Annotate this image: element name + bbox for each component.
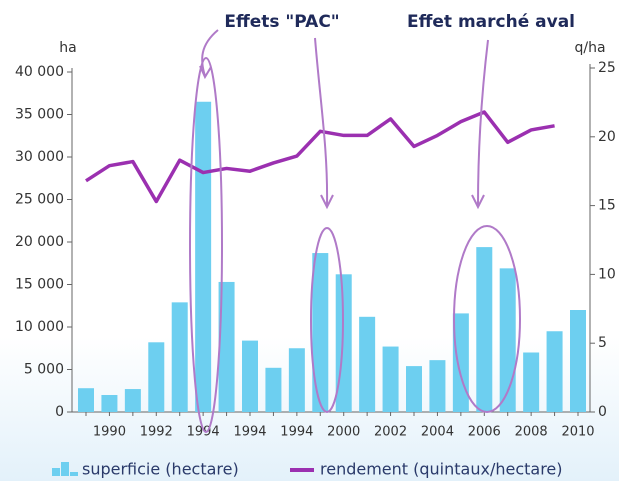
y2-tick-label: 10 (598, 266, 616, 282)
bar (382, 346, 399, 412)
y-tick-label: 35 000 (15, 107, 64, 123)
bar (101, 395, 118, 412)
y2-tick-label: 20 (598, 129, 616, 145)
legend-label: rendement (quintaux/hectare) (320, 460, 563, 479)
x-tick-label: 2002 (374, 425, 407, 440)
x-tick-label: 1992 (140, 425, 173, 440)
y-axis-label: ha (59, 40, 76, 56)
arrow (314, 37, 329, 206)
y2-tick-label: 15 (598, 198, 616, 214)
bar (148, 342, 165, 412)
annotation: Effets "PAC" (224, 12, 339, 32)
y-tick-label: 15 000 (15, 277, 64, 293)
legend-label: superficie (hectare) (82, 460, 239, 479)
y-tick-label: 25 000 (15, 192, 64, 208)
bar (288, 348, 305, 412)
bar (429, 360, 446, 412)
bar (546, 331, 563, 412)
arrowhead (199, 65, 212, 80)
line (85, 110, 555, 204)
highlights (189, 29, 521, 433)
y2-axis-label: q/ha (574, 40, 605, 56)
bar (406, 366, 422, 412)
bar (78, 388, 94, 412)
arrow (477, 39, 489, 206)
bar (124, 389, 141, 412)
x-tick-label: 1994 (233, 425, 266, 440)
x-tick-label: 2008 (515, 425, 548, 440)
highlight-ellipse (453, 225, 521, 413)
bar (476, 247, 493, 412)
y-tick-label: 0 (55, 404, 64, 420)
arrow (201, 29, 219, 77)
x-tick-label: 2006 (468, 425, 501, 440)
x-tick-label: 1994 (187, 425, 220, 440)
annotation: Effet marché aval (407, 12, 575, 32)
y2-tick-label: 5 (598, 335, 607, 351)
y-tick-label: 5 000 (24, 362, 64, 378)
bar (523, 352, 540, 412)
legend-swatch (70, 472, 78, 476)
y-tick-label: 40 000 (15, 64, 64, 80)
x-tick-label: 1994 (280, 425, 313, 440)
highlight-ellipse (310, 227, 344, 413)
arrowhead (320, 194, 334, 210)
bar (218, 281, 235, 412)
x-tick-label: 1990 (93, 425, 126, 440)
legend-swatch (61, 462, 69, 476)
y2-tick-label: 25 (598, 60, 616, 76)
bar (195, 101, 212, 412)
y2-tick-label: 0 (598, 404, 607, 420)
x-tick-label: 2004 (421, 425, 454, 440)
bar (312, 253, 329, 412)
legend-swatch (52, 468, 60, 476)
bar (452, 313, 469, 412)
y-tick-label: 10 000 (15, 319, 64, 335)
y-tick-label: 20 000 (15, 234, 64, 250)
bar (570, 310, 586, 412)
bar (171, 302, 188, 412)
bar (242, 340, 258, 412)
highlight-ellipse (189, 57, 223, 433)
arrowhead (471, 194, 485, 210)
bar (499, 268, 516, 412)
x-tick-label: 2010 (561, 425, 594, 440)
x-tick-label: 2000 (327, 425, 360, 440)
bar (359, 316, 376, 412)
bar (265, 367, 282, 412)
y-tick-label: 30 000 (15, 149, 64, 165)
